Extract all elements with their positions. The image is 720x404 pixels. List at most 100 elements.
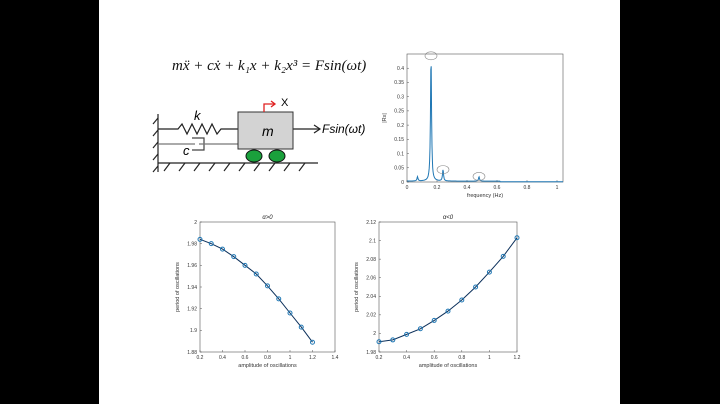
data-point: [276, 296, 282, 302]
equation-of-motion: mẍ + cẋ + k₁x + k₂x³ = Fsin(ωt): [172, 58, 367, 74]
wheel-right: [268, 149, 286, 163]
y-tick-label: 2: [373, 331, 376, 337]
x-tick-label: 1: [556, 185, 559, 191]
y-axis-label: period of oscillations: [354, 262, 360, 312]
peak-circle: [472, 172, 486, 181]
y-tick-label: 2.1: [369, 238, 376, 244]
y-tick-label: 1.9: [190, 328, 197, 334]
data-point: [376, 339, 382, 345]
data-point: [514, 235, 520, 241]
x-tick-label: 0.4: [464, 185, 471, 191]
axes-box: [378, 221, 518, 353]
y-tick-label: 1.98: [366, 350, 376, 356]
peak-circle: [436, 165, 450, 174]
x-tick-label: 0.6: [494, 185, 501, 191]
series-line: [378, 237, 518, 343]
chart-0: 0 0.2 0.4 0.6 0.8 1 0 0.05 0.1 0.15 0.2 0.25 0.3 0.35…: [382, 51, 564, 199]
data-point: [431, 317, 437, 323]
y-tick-label: 2.04: [366, 294, 376, 300]
data-point: [197, 236, 203, 242]
y-tick-label: 2: [194, 220, 197, 226]
peak-circle: [424, 51, 438, 61]
chart-1: 0.2 0.4 0.6 0.8 1 1.2 1.4 1.88 1.9 1.92 1.94 1.96 1.…: [175, 215, 339, 369]
series-line: [199, 238, 313, 343]
x-tick-label: 0.4: [403, 355, 410, 361]
chart-2: 0.2 0.4 0.6 0.8 1 1.2 1.98 2 2.02 2.04 2.06 2.08 2.1…: [354, 215, 521, 369]
x-tick-label: 1.2: [514, 355, 521, 361]
y-tick-label: 1.92: [187, 306, 197, 312]
y-tick-label: 0.35: [394, 80, 404, 86]
chart-title: α>0: [262, 215, 273, 221]
ground-hatch: [163, 162, 306, 172]
y-tick-label: 2.12: [366, 220, 376, 226]
data-point: [220, 246, 225, 252]
data-point: [404, 331, 410, 337]
y-axis-label: |Rx|: [382, 113, 388, 123]
force-label: Fsin(ωt): [322, 122, 365, 136]
x-tick-label: 1: [488, 355, 491, 361]
data-point: [231, 254, 237, 260]
y-tick-label: 1.96: [187, 263, 197, 269]
data-point: [298, 324, 304, 330]
y-tick-label: 0.4: [397, 66, 404, 72]
x-tick-label: 0.6: [242, 355, 249, 361]
y-tick-label: 0.1: [397, 151, 404, 157]
data-point: [445, 308, 451, 314]
y-tick-label: 0.2: [397, 123, 404, 129]
wall-hatch: [152, 117, 159, 173]
data-point: [500, 253, 506, 259]
x-axis-label: amplitude of oscillations: [238, 363, 297, 369]
x-tick-label: 1.2: [309, 355, 316, 361]
y-tick-label: 1.98: [187, 241, 197, 247]
displacement-arrow: [263, 103, 275, 112]
y-tick-label: 2.06: [366, 276, 376, 282]
x-tick-label: 0: [406, 185, 409, 191]
x-tick-label: 1.4: [332, 355, 339, 361]
x-tick-label: 0.2: [434, 185, 441, 191]
data-point: [486, 269, 492, 275]
mass-label: m: [262, 123, 274, 139]
data-point: [390, 337, 396, 343]
data-point: [253, 271, 259, 277]
data-point: [265, 283, 270, 289]
y-tick-label: 0.05: [394, 166, 404, 172]
spectrum-line: [406, 66, 563, 183]
x-tick-label: 0.8: [458, 355, 465, 361]
y-axis-label: period of oscillations: [175, 262, 181, 312]
x-tick-label: 0.8: [264, 355, 271, 361]
y-tick-label: 1.88: [187, 350, 197, 356]
y-tick-label: 0.15: [394, 137, 404, 143]
damper-label: c: [183, 143, 190, 158]
mass-block: [237, 111, 294, 150]
x-tick-label: 0.2: [197, 355, 204, 361]
wheel-left: [245, 149, 263, 163]
axes-box: [199, 221, 336, 353]
x-tick-label: 0.6: [431, 355, 438, 361]
x-tick-label: 0.2: [376, 355, 383, 361]
y-tick-label: 0: [401, 180, 404, 186]
data-point: [459, 297, 465, 303]
y-tick-label: 2.08: [366, 257, 376, 263]
data-point: [287, 310, 293, 316]
y-tick-label: 1.94: [187, 285, 197, 291]
x-axis-label: frequency (Hz): [467, 193, 503, 199]
data-point: [242, 262, 248, 268]
data-point: [417, 326, 423, 332]
chart-title: α<0: [443, 215, 454, 221]
x-tick-label: 1: [289, 355, 292, 361]
x-tick-label: 0.4: [219, 355, 226, 361]
spring: [158, 122, 238, 136]
data-point: [208, 241, 214, 247]
data-point: [473, 284, 479, 290]
data-point: [310, 339, 315, 345]
y-tick-label: 0.25: [394, 109, 404, 115]
y-tick-label: 2.02: [366, 313, 376, 319]
axes-box: [406, 53, 564, 183]
spring-label: k: [194, 108, 202, 123]
y-tick-label: 0.3: [397, 94, 404, 100]
displacement-label: X: [281, 97, 289, 109]
x-axis-label: amplitude of oscillations: [419, 363, 478, 369]
x-tick-label: 0.8: [524, 185, 531, 191]
